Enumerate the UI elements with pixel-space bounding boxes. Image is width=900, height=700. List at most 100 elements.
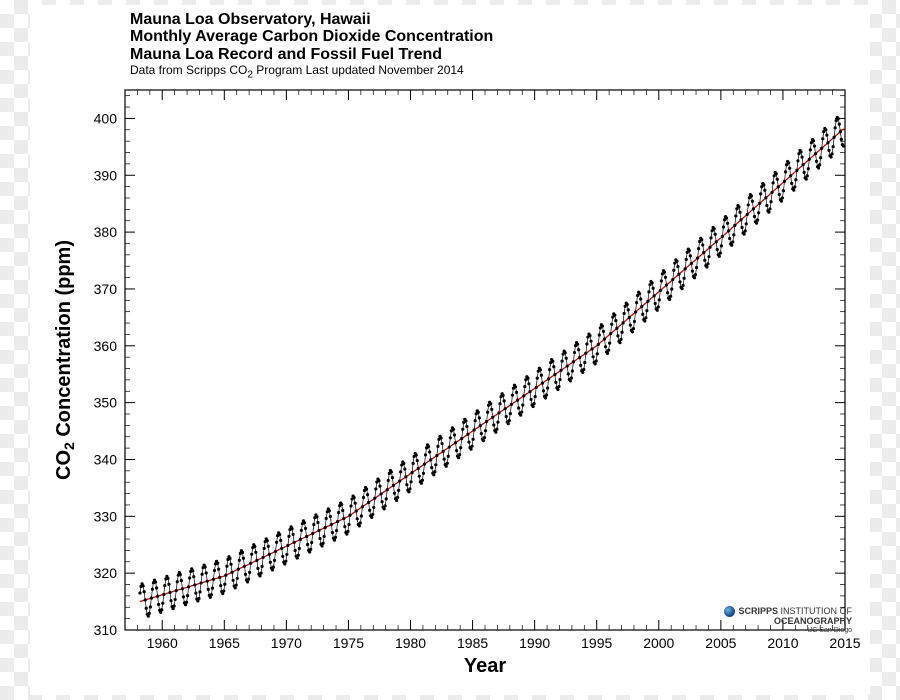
attr-scripps: SCRIPPS [738, 606, 778, 616]
x-tick-label: 2005 [705, 635, 736, 651]
data-marker [743, 233, 746, 236]
data-marker [495, 428, 498, 431]
data-marker [259, 572, 262, 575]
data-marker [331, 531, 334, 534]
data-marker [610, 323, 613, 326]
data-marker [680, 287, 683, 290]
data-marker [585, 342, 588, 345]
data-marker [429, 458, 432, 461]
data-marker [751, 200, 754, 203]
data-marker [522, 394, 525, 397]
data-marker [726, 222, 729, 225]
data-marker [541, 381, 544, 384]
data-marker [794, 178, 797, 181]
data-marker [405, 483, 408, 486]
data-marker [553, 373, 556, 376]
data-marker [435, 454, 438, 457]
data-marker [780, 200, 783, 203]
data-marker [173, 604, 176, 607]
data-marker [148, 612, 151, 615]
data-marker [150, 596, 153, 599]
data-marker [218, 576, 221, 579]
data-marker [244, 573, 247, 576]
data-marker [304, 527, 307, 530]
data-marker [167, 583, 170, 586]
data-marker [707, 255, 710, 258]
data-marker [368, 509, 371, 512]
data-marker [340, 503, 343, 506]
data-marker [447, 455, 450, 458]
data-marker [521, 404, 524, 407]
data-marker [533, 402, 536, 405]
data-marker [833, 136, 836, 139]
data-marker [386, 488, 389, 491]
data-marker [802, 163, 805, 166]
data-marker [658, 298, 661, 301]
data-marker [734, 214, 737, 217]
data-marker [683, 277, 686, 280]
data-marker [595, 359, 598, 362]
data-marker [305, 535, 308, 538]
data-marker [485, 420, 488, 423]
data-marker [212, 578, 215, 581]
data-marker [166, 577, 169, 580]
data-marker [708, 246, 711, 249]
data-marker [300, 529, 303, 532]
data-marker [266, 539, 269, 542]
data-marker [817, 166, 820, 169]
data-marker [316, 521, 319, 524]
data-marker [236, 577, 239, 580]
data-marker [584, 352, 587, 355]
data-marker [498, 402, 501, 405]
data-marker [187, 585, 190, 588]
data-marker [803, 171, 806, 174]
data-marker [535, 386, 538, 389]
data-marker [838, 123, 841, 126]
data-marker [758, 202, 761, 205]
data-marker [634, 310, 637, 313]
data-marker [253, 545, 256, 548]
data-marker [697, 247, 700, 250]
data-marker [254, 551, 257, 554]
data-marker [762, 183, 765, 186]
data-marker [557, 385, 560, 388]
data-marker [640, 305, 643, 308]
data-marker [502, 394, 505, 397]
data-marker [198, 590, 201, 593]
data-marker [809, 148, 812, 151]
data-marker [496, 421, 499, 424]
data-marker [469, 448, 472, 451]
data-marker [647, 290, 650, 293]
data-marker [534, 395, 537, 398]
data-marker [478, 416, 481, 419]
data-marker [806, 174, 809, 177]
data-marker [664, 276, 667, 279]
attr-inst: INSTITUTION OF [778, 606, 852, 616]
x-tick-label: 1970 [271, 635, 302, 651]
data-marker [665, 283, 668, 286]
data-marker [470, 445, 473, 448]
data-marker [309, 548, 312, 551]
data-marker [818, 163, 821, 166]
data-marker [834, 126, 837, 129]
data-marker [590, 347, 593, 350]
data-marker [346, 530, 349, 533]
data-marker [579, 364, 582, 367]
data-marker [826, 141, 829, 144]
data-marker [540, 374, 543, 377]
x-tick-label: 1985 [457, 635, 488, 651]
data-marker [213, 569, 216, 572]
data-marker [457, 456, 460, 459]
data-marker [420, 482, 423, 485]
data-marker [464, 419, 467, 422]
data-marker [548, 368, 551, 371]
data-marker [149, 605, 152, 608]
data-marker [633, 320, 636, 323]
x-tick-label: 2000 [643, 635, 674, 651]
data-marker [604, 345, 607, 348]
data-marker [428, 450, 431, 453]
data-marker [360, 514, 363, 517]
data-marker [765, 204, 768, 207]
data-marker [355, 509, 358, 512]
y-tick-label: 330 [94, 508, 118, 524]
